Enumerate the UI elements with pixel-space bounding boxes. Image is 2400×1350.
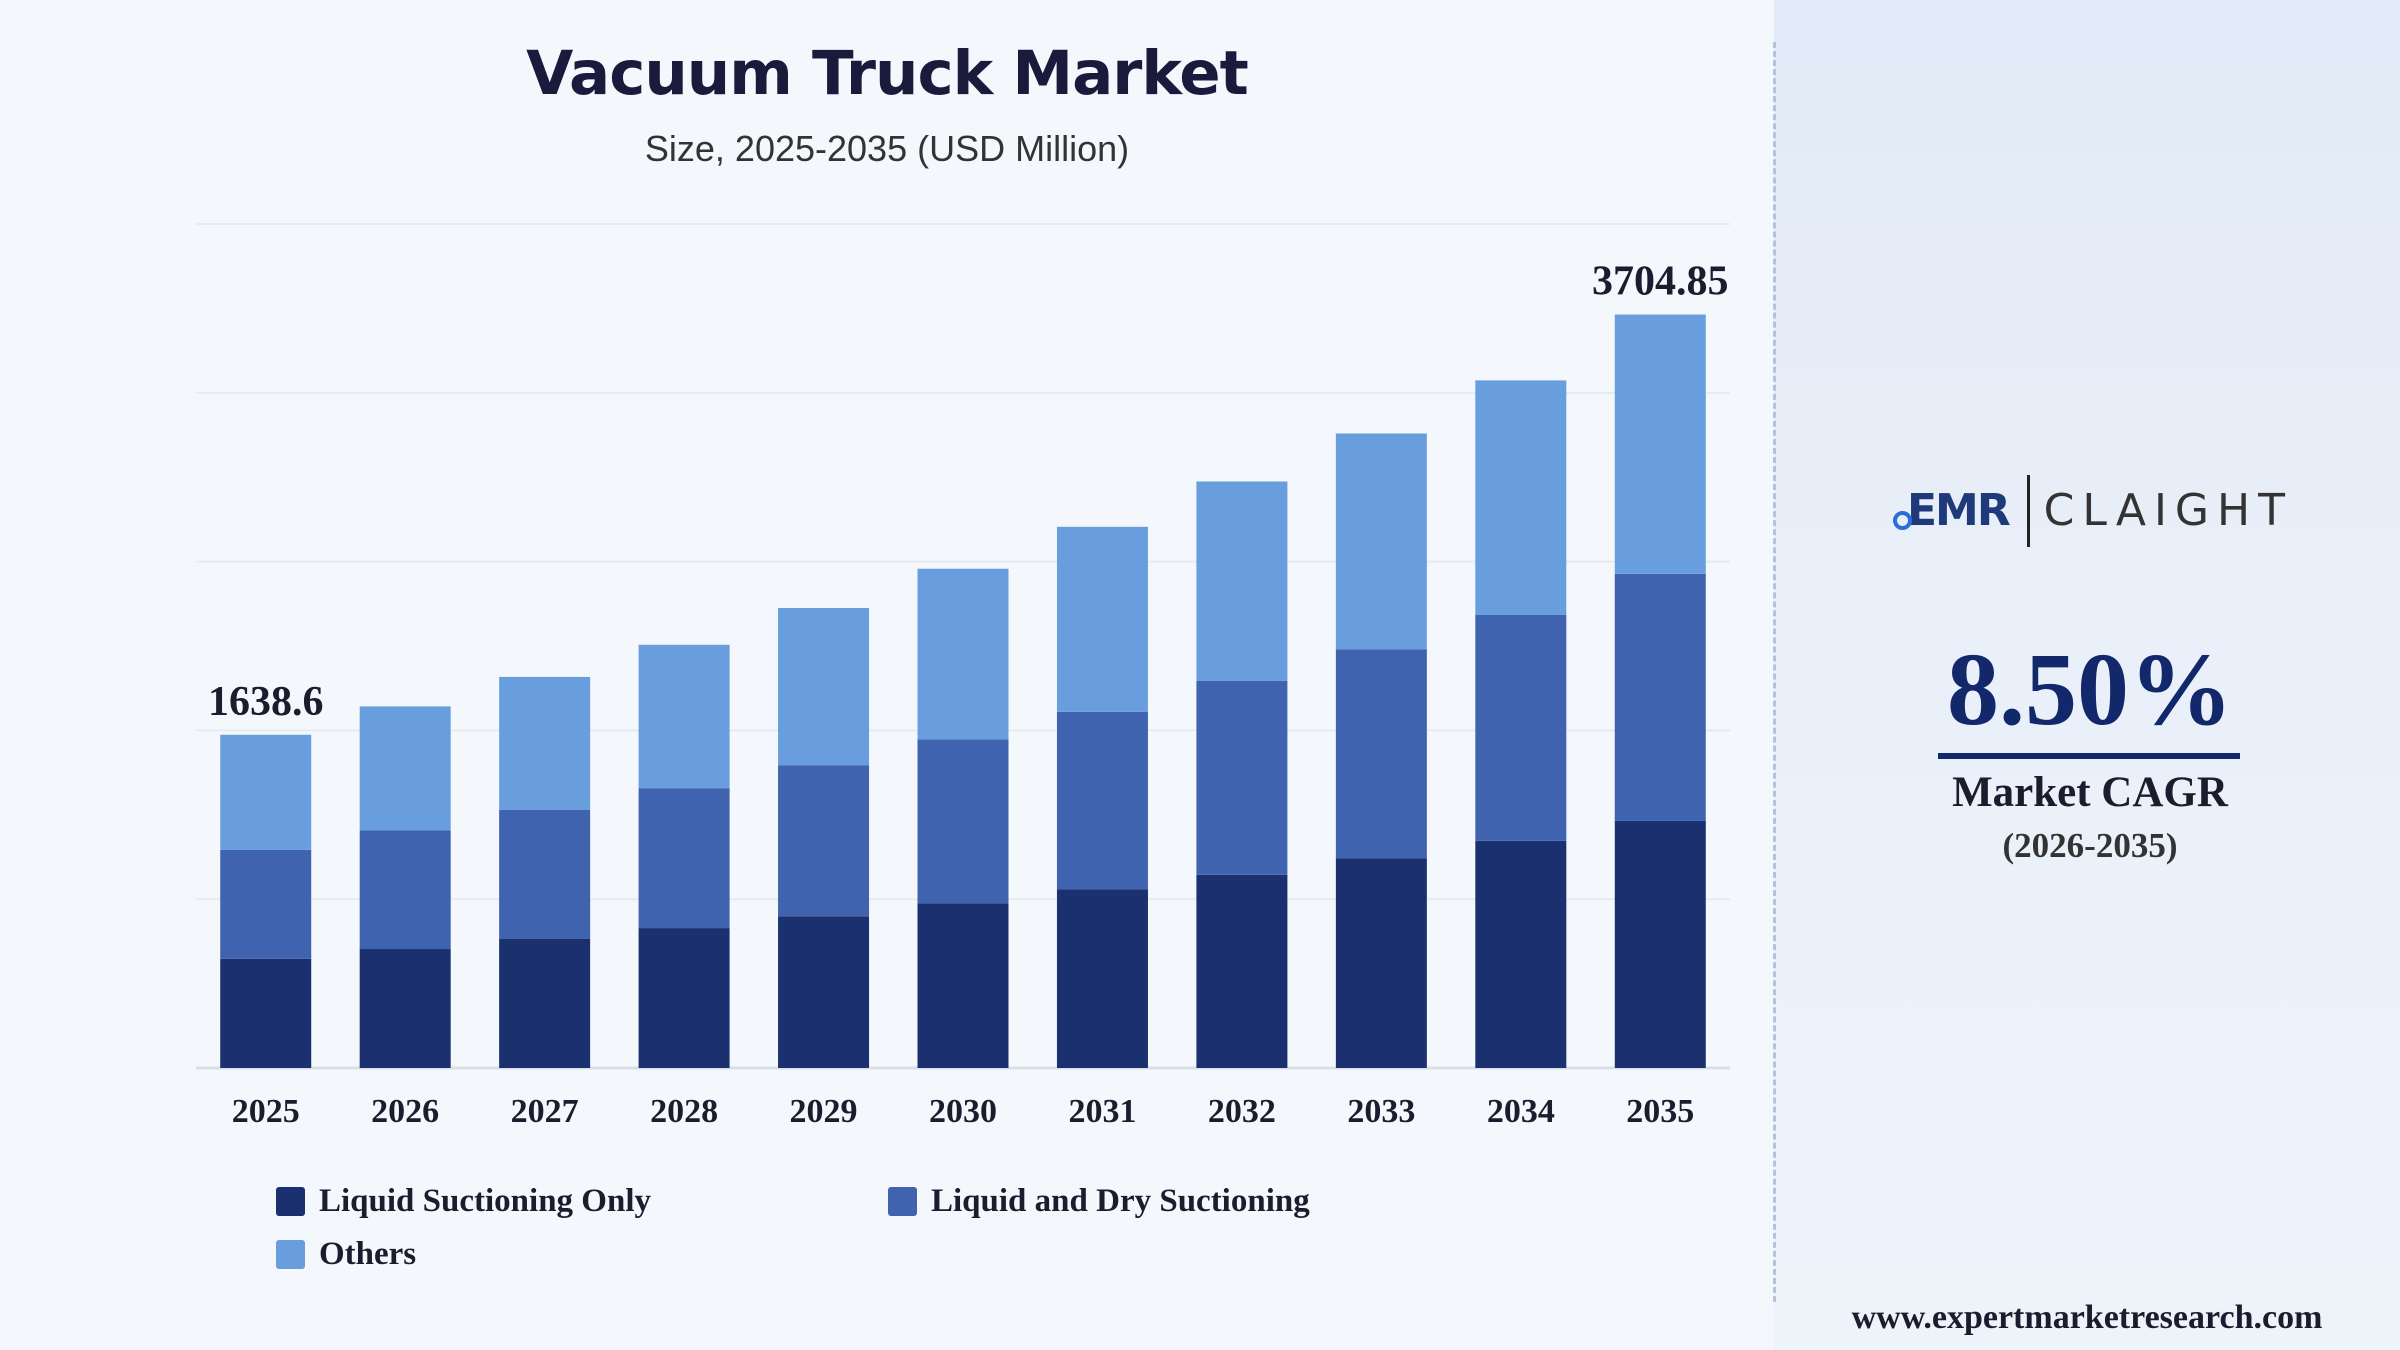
bar-segment-2025-s2 (220, 734, 312, 850)
bar-segment-2027-s0 (499, 938, 591, 1068)
bar-segment-2033-s0 (1335, 858, 1427, 1068)
x-tick-label-2027: 2027 (511, 1093, 579, 1130)
x-tick-label-2028: 2028 (650, 1093, 718, 1130)
x-tick-label-2033: 2033 (1347, 1093, 1415, 1130)
cagr-label: Market CAGR (1952, 769, 2228, 816)
x-tick-label-2030: 2030 (929, 1093, 997, 1130)
cagr-period: (2026-2035) (2002, 826, 2178, 865)
bar-segment-2035-s1 (1614, 573, 1706, 821)
bar-segment-2028-s0 (638, 928, 730, 1068)
bar-segment-2033-s1 (1335, 649, 1427, 859)
x-tick-label-2026: 2026 (371, 1093, 439, 1130)
legend-label: Others (319, 1236, 417, 1272)
bar-segment-2026-s1 (359, 830, 451, 950)
logo-emr: EMR (1893, 485, 2011, 536)
chart-title: Vacuum Truck Market (526, 38, 1249, 109)
logo-emr-text: EMR (1907, 485, 2011, 536)
legend-item-liquid-suctioning-only: Liquid Suctioning Only (276, 1183, 651, 1220)
bar-segment-2028-s2 (638, 644, 730, 789)
bar-segment-2029-s0 (778, 916, 870, 1068)
x-tick-label-2035: 2035 (1626, 1093, 1694, 1130)
bar-segment-2026-s2 (359, 706, 451, 831)
bar-segment-2034-s1 (1475, 614, 1567, 841)
data-label-2025: 1638.6 (208, 679, 324, 725)
legend-item-liquid-and-dry-suctioning: Liquid and Dry Suctioning (888, 1183, 1310, 1220)
bar-segment-2035-s2 (1614, 314, 1706, 574)
bar-segment-2025-s1 (220, 849, 312, 959)
legend-swatch (888, 1187, 917, 1216)
bar-segment-2027-s2 (499, 676, 591, 810)
logo-claight-text: CLAIGHT (2043, 485, 2293, 536)
bar-segment-2032-s2 (1196, 481, 1288, 681)
cagr-underline (1938, 753, 2240, 759)
logo-dot-icon (1893, 511, 1912, 530)
bar-segment-2031-s0 (1056, 889, 1148, 1068)
bar-segment-2034-s0 (1475, 840, 1567, 1068)
bar-segment-2030-s1 (917, 739, 1009, 904)
bar-segment-2026-s0 (359, 949, 451, 1068)
legend: Liquid Suctioning Only Liquid and Dry Su… (276, 1183, 1476, 1303)
panel-divider (1773, 42, 1776, 1302)
bars (220, 314, 1706, 1068)
stacked-bar-chart: 2025 2026 2027 2028 2029 2030 2031 2032 2033 2034… (196, 223, 1730, 1130)
cagr-value: 8.50% (1947, 632, 2233, 747)
x-tick-label-2031: 2031 (1068, 1093, 1136, 1130)
legend-item-others: Others (276, 1236, 416, 1273)
bar-segment-2030-s2 (917, 568, 1009, 740)
info-panel (1774, 0, 2400, 1350)
x-tick-label-2029: 2029 (790, 1093, 858, 1130)
legend-label: Liquid Suctioning Only (319, 1183, 651, 1219)
bar-segment-2030-s0 (917, 903, 1009, 1068)
logo-separator (2026, 474, 2030, 547)
x-tick-label-2025: 2025 (232, 1093, 300, 1130)
bar-segment-2032-s0 (1196, 874, 1288, 1068)
bar-segment-2031-s2 (1056, 526, 1148, 712)
bar-segment-2027-s1 (499, 809, 591, 939)
website-link[interactable]: www.expertmarketresearch.com (1851, 1299, 2323, 1336)
bar-segment-2028-s1 (638, 788, 730, 929)
legend-label: Liquid and Dry Suctioning (931, 1183, 1310, 1219)
bar-segment-2029-s2 (778, 607, 870, 766)
emr-claight-logo: EMR CLAIGHT (1893, 468, 2293, 553)
labels: 2025 2026 2027 2028 2029 2030 2031 2032 2033 2034… (208, 259, 1729, 1130)
bar-segment-2025-s0 (220, 958, 312, 1068)
legend-swatch (276, 1187, 305, 1216)
x-tick-label-2034: 2034 (1487, 1093, 1555, 1130)
bar-segment-2032-s1 (1196, 680, 1288, 875)
bar-segment-2031-s1 (1056, 711, 1148, 890)
x-tick-label-2032: 2032 (1208, 1093, 1276, 1130)
legend-swatch (276, 1240, 305, 1269)
bar-segment-2033-s2 (1335, 433, 1427, 650)
chart-subtitle: Size, 2025-2035 (USD Million) (644, 128, 1130, 169)
bar-segment-2035-s0 (1614, 820, 1706, 1068)
bar-segment-2029-s1 (778, 765, 870, 917)
bar-segment-2034-s2 (1475, 380, 1567, 615)
data-label-2035: 3704.85 (1592, 259, 1729, 305)
